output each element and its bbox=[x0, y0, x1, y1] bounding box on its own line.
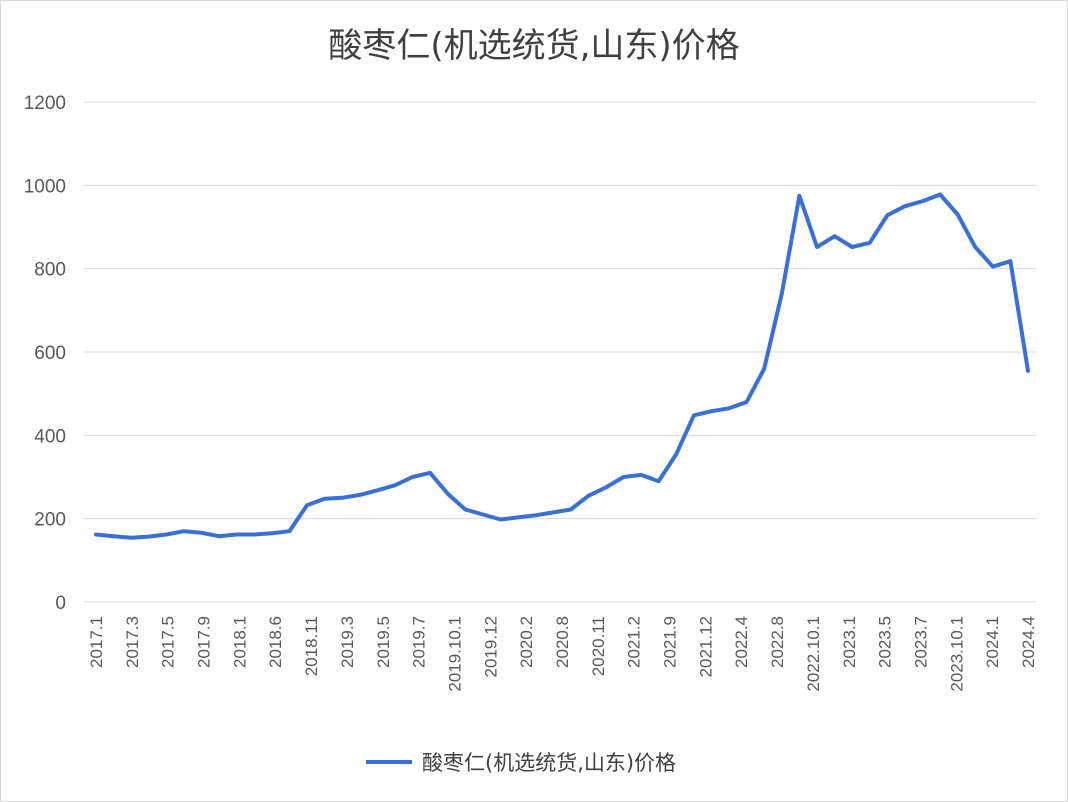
x-tick-label: 2021.2 bbox=[625, 616, 644, 668]
legend-label: 酸枣仁(机选统货,山东)价格 bbox=[422, 751, 677, 775]
x-tick-label: 2023.7 bbox=[911, 616, 930, 668]
x-tick-label: 2023.1 bbox=[840, 616, 859, 668]
series-line bbox=[94, 192, 1030, 540]
x-tick-label: 2019.10.1 bbox=[445, 616, 464, 692]
y-tick-label: 200 bbox=[34, 510, 66, 531]
x-tick-label: 2017.1 bbox=[87, 616, 106, 668]
legend: 酸枣仁(机选统货,山东)价格 bbox=[366, 748, 676, 776]
x-tick-label: 2022.8 bbox=[768, 616, 787, 668]
x-tick-label: 2017.9 bbox=[195, 616, 214, 668]
x-tick-label: 2019.7 bbox=[410, 616, 429, 668]
legend-swatch bbox=[366, 760, 412, 764]
x-tick-label: 2024.4 bbox=[1019, 616, 1038, 668]
x-tick-label: 2023.5 bbox=[876, 616, 895, 668]
x-tick-label: 2018.1 bbox=[230, 616, 249, 668]
x-tick-label: 2023.10.1 bbox=[947, 616, 966, 692]
x-tick-label: 2017.5 bbox=[159, 616, 178, 668]
x-tick-label: 2017.3 bbox=[123, 616, 142, 668]
y-tick-label: 1200 bbox=[24, 93, 66, 114]
x-tick-label: 2018.6 bbox=[266, 616, 285, 668]
x-tick-label: 2020.11 bbox=[589, 616, 608, 676]
x-tick-label: 2022.10.1 bbox=[804, 616, 823, 692]
y-tick-label: 600 bbox=[34, 343, 66, 364]
x-tick-label: 2018.11 bbox=[302, 616, 321, 676]
x-tick-label: 2021.9 bbox=[661, 616, 680, 668]
x-tick-label: 2019.5 bbox=[374, 616, 393, 668]
y-tick-label: 0 bbox=[55, 593, 66, 614]
x-tick-label: 2020.8 bbox=[553, 616, 572, 668]
x-tick-label: 2022.4 bbox=[732, 616, 751, 668]
x-tick-label: 2019.3 bbox=[338, 616, 357, 668]
y-tick-label: 800 bbox=[34, 260, 66, 281]
x-tick-label: 2019.12 bbox=[481, 616, 500, 677]
x-tick-label: 2020.2 bbox=[517, 616, 536, 668]
x-tick-label: 2021.12 bbox=[696, 616, 715, 677]
x-tick-label: 2024.1 bbox=[983, 616, 1002, 668]
y-tick-label: 1000 bbox=[24, 176, 66, 197]
chart-title: 酸枣仁(机选统货,山东)价格 bbox=[328, 26, 740, 66]
y-tick-label: 400 bbox=[34, 426, 66, 447]
